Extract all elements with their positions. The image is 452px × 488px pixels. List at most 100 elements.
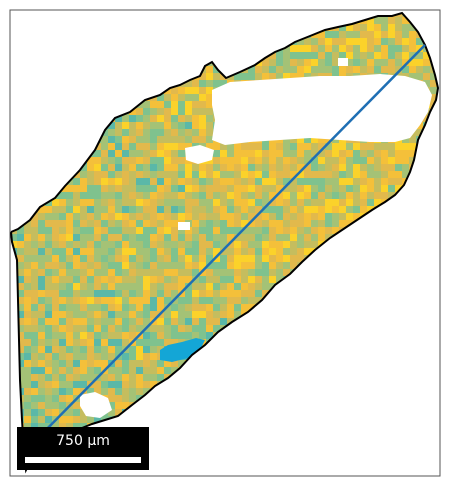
map-pixel: [255, 199, 262, 206]
map-pixel: [122, 157, 129, 164]
map-pixel: [129, 367, 136, 374]
map-pixel: [115, 164, 122, 171]
map-pixel: [409, 143, 416, 150]
map-pixel: [80, 171, 87, 178]
map-pixel: [73, 318, 80, 325]
map-pixel: [143, 297, 150, 304]
map-pixel: [143, 255, 150, 262]
map-pixel: [381, 178, 388, 185]
map-pixel: [255, 248, 262, 255]
map-pixel: [332, 31, 339, 38]
map-pixel: [24, 269, 31, 276]
map-pixel: [164, 129, 171, 136]
map-pixel: [122, 192, 129, 199]
map-pixel: [80, 185, 87, 192]
map-pixel: [31, 423, 38, 430]
map-pixel: [17, 269, 24, 276]
map-pixel: [304, 45, 311, 52]
map-pixel: [304, 185, 311, 192]
map-pixel: [45, 283, 52, 290]
map-pixel: [80, 353, 87, 360]
map-pixel: [304, 52, 311, 59]
map-pixel: [353, 143, 360, 150]
map-pixel: [192, 87, 199, 94]
map-pixel: [143, 213, 150, 220]
map-pixel: [129, 241, 136, 248]
map-pixel: [318, 38, 325, 45]
map-pixel: [24, 220, 31, 227]
map-pixel: [101, 178, 108, 185]
map-pixel: [59, 283, 66, 290]
map-pixel: [94, 346, 101, 353]
map-pixel: [269, 234, 276, 241]
map-pixel: [122, 269, 129, 276]
map-pixel: [157, 325, 164, 332]
map-pixel: [325, 220, 332, 227]
map-pixel: [122, 374, 129, 381]
map-pixel: [136, 185, 143, 192]
map-pixel: [402, 17, 409, 24]
map-pixel: [262, 66, 269, 73]
map-pixel: [367, 199, 374, 206]
map-pixel: [157, 283, 164, 290]
map-pixel: [185, 171, 192, 178]
map-pixel: [213, 171, 220, 178]
map-pixel: [297, 150, 304, 157]
map-pixel: [129, 255, 136, 262]
map-pixel: [136, 255, 143, 262]
map-pixel: [136, 227, 143, 234]
map-pixel: [59, 311, 66, 318]
map-pixel: [234, 248, 241, 255]
map-pixel: [164, 311, 171, 318]
map-pixel: [339, 192, 346, 199]
map-pixel: [157, 227, 164, 234]
map-pixel: [45, 213, 52, 220]
map-pixel: [115, 269, 122, 276]
map-pixel: [80, 269, 87, 276]
map-pixel: [171, 241, 178, 248]
map-pixel: [276, 262, 283, 269]
map-pixel: [143, 101, 150, 108]
map-pixel: [31, 395, 38, 402]
map-pixel: [248, 297, 255, 304]
map-pixel: [143, 290, 150, 297]
map-pixel: [283, 45, 290, 52]
map-pixel: [122, 353, 129, 360]
map-pixel: [339, 185, 346, 192]
map-pixel: [108, 332, 115, 339]
map-pixel: [374, 59, 381, 66]
map-pixel: [360, 178, 367, 185]
map-pixel: [94, 248, 101, 255]
map-pixel: [129, 227, 136, 234]
map-pixel: [178, 192, 185, 199]
map-pixel: [143, 283, 150, 290]
map-pixel: [206, 255, 213, 262]
map-pixel: [115, 395, 122, 402]
map-pixel: [192, 192, 199, 199]
map-pixel: [381, 45, 388, 52]
map-pixel: [290, 234, 297, 241]
map-pixel: [73, 283, 80, 290]
map-pixel: [164, 108, 171, 115]
map-pixel: [234, 171, 241, 178]
map-pixel: [122, 395, 129, 402]
map-pixel: [59, 234, 66, 241]
map-pixel: [101, 150, 108, 157]
map-pixel: [255, 241, 262, 248]
map-pixel: [185, 101, 192, 108]
map-pixel: [143, 248, 150, 255]
map-pixel: [395, 17, 402, 24]
map-pixel: [157, 374, 164, 381]
map-pixel: [38, 213, 45, 220]
map-pixel: [108, 227, 115, 234]
map-pixel: [87, 374, 94, 381]
map-pixel: [129, 360, 136, 367]
map-pixel: [136, 108, 143, 115]
map-pixel: [185, 311, 192, 318]
map-pixel: [80, 297, 87, 304]
map-pixel: [178, 297, 185, 304]
map-pixel: [87, 178, 94, 185]
map-pixel: [381, 52, 388, 59]
map-pixel: [346, 192, 353, 199]
map-pixel: [332, 206, 339, 213]
